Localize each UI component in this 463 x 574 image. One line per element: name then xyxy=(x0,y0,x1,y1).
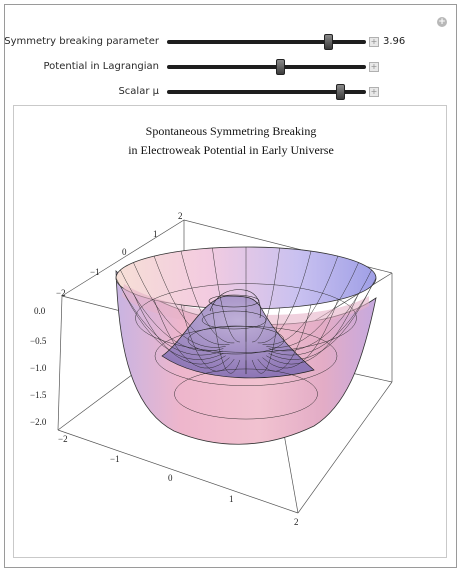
slider-thumb[interactable] xyxy=(324,34,334,50)
plot-title-line1: Spontaneous Symmetring Breaking xyxy=(145,124,317,138)
y-tick-label: −2 xyxy=(56,288,66,298)
x-tick-label: 2 xyxy=(294,517,299,527)
scalar-mu-slider[interactable] xyxy=(167,84,366,100)
z-tick-label: −2.0 xyxy=(30,417,47,427)
surface-mesh xyxy=(115,246,377,420)
plot-title-line2: in Electroweak Potential in Early Univer… xyxy=(128,143,334,157)
expand-plus-icon[interactable]: + xyxy=(369,87,379,97)
z-axis-ticks: 0.0 −0.5 −1.0 −1.5 −2.0 xyxy=(30,306,47,427)
symmetry-breaking-slider[interactable] xyxy=(167,34,366,50)
z-tick-label: −0.5 xyxy=(30,336,47,346)
control-label: Symmetry breaking parameter xyxy=(4,36,159,47)
plot-3d-graphic[interactable]: 0.0 −0.5 −1.0 −1.5 −2.0 −2 −1 0 1 2 −2 −… xyxy=(14,106,448,559)
potential-slider[interactable] xyxy=(167,59,366,75)
x-tick-label: 1 xyxy=(229,494,234,504)
control-label: Scalar μ xyxy=(118,86,159,97)
expand-plus-icon[interactable]: + xyxy=(369,62,379,72)
z-tick-label: −1.0 xyxy=(30,363,47,373)
options-plus-icon[interactable]: + xyxy=(437,17,447,27)
y-tick-label: 2 xyxy=(178,211,183,221)
control-scalar-mu: Scalar μ + xyxy=(0,84,463,100)
y-axis-ticks: −2 −1 0 1 2 xyxy=(56,211,183,298)
x-tick-label: −1 xyxy=(110,454,120,464)
x-tick-label: −2 xyxy=(58,434,68,444)
control-value: 3.96 xyxy=(383,36,406,47)
y-tick-label: 1 xyxy=(153,229,158,239)
z-tick-label: 0.0 xyxy=(34,306,46,316)
x-axis-ticks: −2 −1 0 1 2 xyxy=(58,434,299,527)
y-tick-label: 0 xyxy=(122,247,127,257)
control-symmetry-breaking: Symmetry breaking parameter + 3.96 xyxy=(0,34,463,50)
slider-thumb[interactable] xyxy=(336,84,346,100)
expand-plus-icon[interactable]: + xyxy=(369,37,379,47)
plot-panel[interactable]: Spontaneous Symmetring Breaking in Elect… xyxy=(13,105,447,558)
slider-thumb[interactable] xyxy=(276,59,286,75)
control-potential: Potential in Lagrangian + xyxy=(0,59,463,75)
x-tick-label: 0 xyxy=(168,473,173,483)
y-tick-label: −1 xyxy=(90,267,100,277)
z-tick-label: −1.5 xyxy=(30,390,47,400)
control-label: Potential in Lagrangian xyxy=(43,61,160,72)
